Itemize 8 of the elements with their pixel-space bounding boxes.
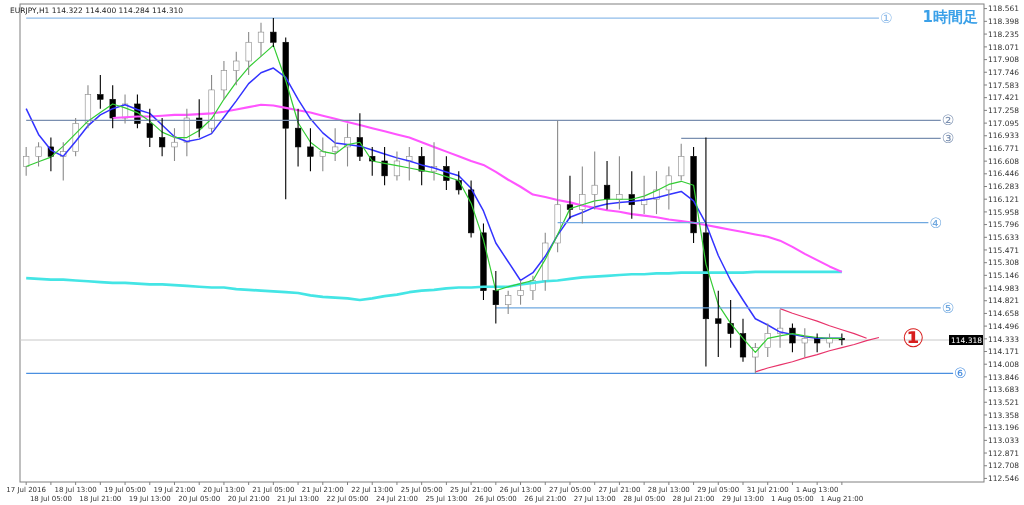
series-label: ① bbox=[879, 10, 893, 27]
chart-title: 1時間足 bbox=[922, 8, 978, 26]
series-label: ⑤ bbox=[941, 299, 955, 316]
series-label: ⑥ bbox=[954, 365, 967, 382]
series-label: ④ bbox=[929, 214, 942, 231]
annotation: ① bbox=[902, 323, 925, 354]
series-label: ② bbox=[941, 112, 955, 129]
series-label: ③ bbox=[941, 130, 955, 147]
